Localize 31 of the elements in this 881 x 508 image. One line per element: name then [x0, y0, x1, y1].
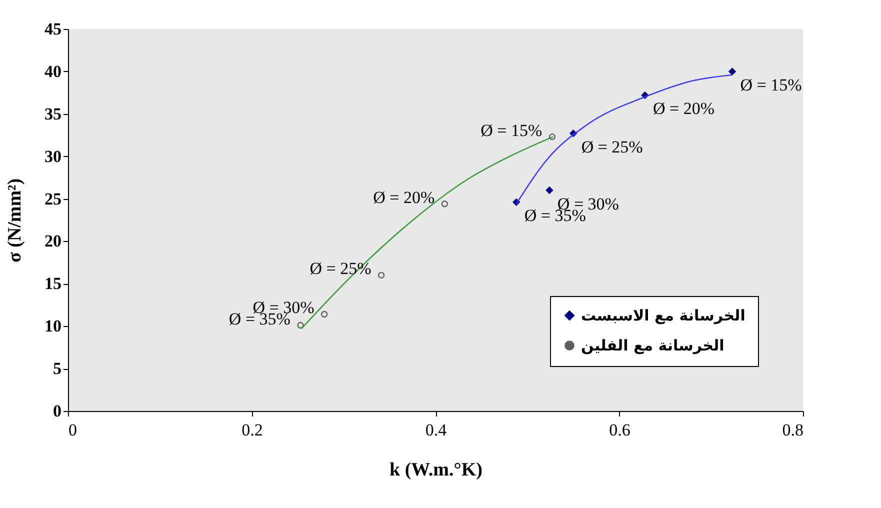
point: [441, 200, 448, 208]
annotation: Ø = 15%: [480, 120, 542, 140]
point: [297, 322, 304, 329]
annotation: Ø = 25%: [581, 137, 643, 156]
y-tick-label: 0: [53, 402, 62, 420]
y-tick-label: 5: [53, 359, 62, 378]
y-tick-label: 40: [44, 62, 62, 81]
point: [728, 68, 736, 76]
x-tick-label: 0.2: [242, 420, 263, 440]
annotation: Ø = 20%: [652, 99, 715, 118]
point: [378, 272, 385, 279]
x-tick-label: 0.6: [609, 420, 630, 440]
y-tick-label: 25: [44, 189, 62, 208]
legend-label: الخرسانة مع الاسبست: [581, 306, 746, 324]
y-tick-label: 35: [44, 104, 62, 124]
point: [548, 133, 556, 140]
y-tick-label: 45: [44, 20, 62, 38]
x-tick-label: 0.8: [782, 420, 804, 440]
y-tick-label: 20: [44, 232, 62, 251]
x-tick-label: 0: [68, 420, 77, 440]
legend-label: الخرسانة مع الفلين: [581, 336, 724, 354]
point: [320, 310, 328, 318]
x-axis-title: k (W.m.°K): [390, 460, 482, 480]
y-tick-label: 30: [44, 146, 62, 166]
y-tick-label: 15: [44, 274, 62, 294]
annotation: Ø = 20%: [373, 188, 435, 207]
point: [546, 186, 554, 194]
annotation: Ø = 15%: [740, 75, 802, 94]
y-axis-title: σ (N/mm²): [4, 178, 26, 263]
x-tick-label: 0.4: [425, 420, 448, 440]
y-tick-label: 10: [44, 316, 62, 336]
